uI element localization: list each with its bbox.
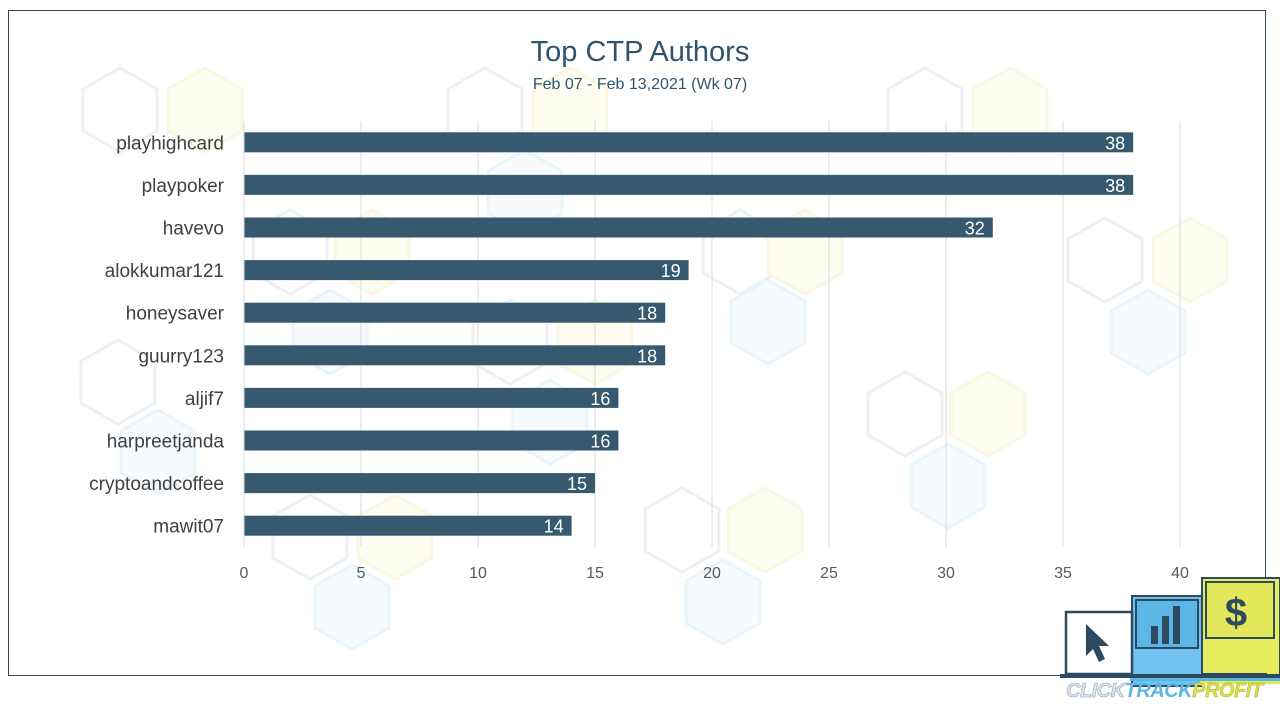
category-label: havevo bbox=[163, 219, 224, 240]
bar-guurry123 bbox=[244, 345, 666, 366]
category-label: playpoker bbox=[142, 176, 225, 197]
data-label: 18 bbox=[637, 304, 657, 324]
x-tick-label: 25 bbox=[820, 565, 838, 582]
data-label: 16 bbox=[590, 432, 610, 452]
bar-mawit07 bbox=[244, 515, 572, 536]
category-label: guurry123 bbox=[138, 346, 224, 367]
x-tick-label: 15 bbox=[586, 565, 604, 582]
category-label: harpreetjanda bbox=[107, 432, 225, 453]
chart-subtitle: Feb 07 - Feb 13,2021 (Wk 07) bbox=[532, 76, 748, 93]
x-tick-label: 10 bbox=[469, 565, 487, 582]
dollar-symbol: $ bbox=[1225, 591, 1247, 635]
data-label: 38 bbox=[1105, 133, 1125, 153]
bar-havevo bbox=[244, 217, 993, 238]
cursor-icon bbox=[1064, 610, 1134, 676]
clicktrackprofit-logo: $ bbox=[1060, 577, 1280, 687]
bar-playpoker bbox=[244, 174, 1134, 195]
chart-frame bbox=[8, 10, 1266, 676]
dollar-icon: $ bbox=[1201, 577, 1280, 677]
x-tick-label: 30 bbox=[937, 565, 955, 582]
category-label: aljif7 bbox=[185, 389, 224, 410]
category-label: alokkumar121 bbox=[105, 261, 224, 282]
data-label: 15 bbox=[567, 474, 587, 494]
bar-cryptoandcoffee bbox=[244, 473, 595, 494]
category-label: playhighcard bbox=[116, 133, 224, 154]
bar-aljif7 bbox=[244, 387, 619, 408]
x-tick-label: 40 bbox=[1171, 565, 1189, 582]
data-label: 38 bbox=[1105, 176, 1125, 196]
bar-alokkumar121 bbox=[244, 260, 689, 281]
brand-wordmark: CLICKTRACKPROFIT bbox=[1066, 680, 1270, 703]
category-label: honeysaver bbox=[126, 304, 225, 325]
data-label: 18 bbox=[637, 346, 657, 366]
x-tick-label: 0 bbox=[240, 565, 249, 582]
category-label: cryptoandcoffee bbox=[89, 474, 224, 495]
data-label: 32 bbox=[965, 219, 985, 239]
bar-harpreetjanda bbox=[244, 430, 619, 451]
data-label: 19 bbox=[661, 261, 681, 281]
data-label: 14 bbox=[544, 517, 564, 537]
x-tick-label: 5 bbox=[357, 565, 366, 582]
brand-profit: PROFIT bbox=[1192, 680, 1263, 702]
x-tick-label: 35 bbox=[1054, 565, 1072, 582]
bar-honeysaver bbox=[244, 302, 666, 323]
bar-chart-icon bbox=[1131, 595, 1203, 687]
x-tick-label: 20 bbox=[703, 565, 721, 582]
brand-track: TRACK bbox=[1124, 680, 1193, 702]
brand-click: CLICK bbox=[1066, 680, 1126, 703]
category-label: mawit07 bbox=[153, 517, 224, 538]
bar-playhighcard bbox=[244, 132, 1134, 153]
data-label: 16 bbox=[590, 389, 610, 409]
chart-title: Top CTP Authors bbox=[530, 36, 750, 68]
